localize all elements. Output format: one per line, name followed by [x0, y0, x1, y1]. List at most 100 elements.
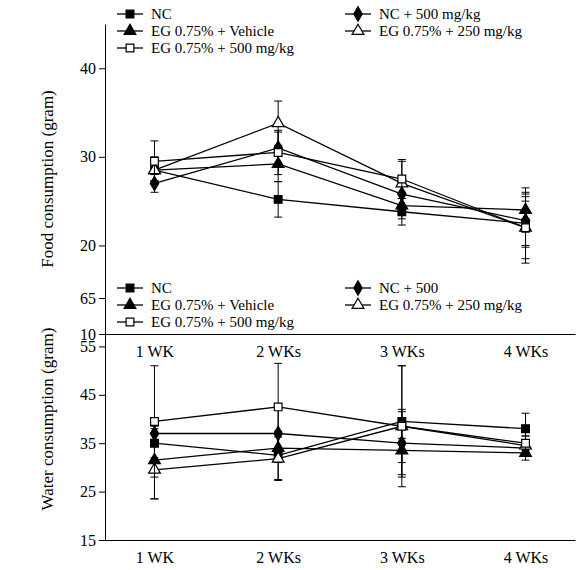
legend-label: NC + 500 mg/kg: [379, 6, 481, 22]
error-bar: [274, 182, 282, 217]
legend-label: NC + 500: [379, 280, 438, 296]
error-bar: [522, 436, 530, 451]
error-bar-cap: [522, 455, 530, 456]
legend-item: EG 0.75% + Vehicle: [117, 297, 274, 313]
series: [149, 101, 532, 263]
y-tick-label: 65: [80, 290, 96, 307]
series-line: [154, 170, 525, 223]
y-tick-label: 55: [80, 338, 96, 355]
y-tick-mark: [99, 157, 105, 158]
series-line: [154, 448, 525, 460]
y-tick-mark: [99, 395, 105, 396]
y-axis-line: [105, 25, 106, 335]
y-tick: 15: [80, 532, 105, 549]
y-tick-label: 25: [80, 483, 96, 500]
series: [150, 366, 529, 480]
error-bar: [522, 192, 530, 263]
legend-item: EG 0.75% + 250 mg/kg: [345, 297, 523, 313]
y-tick-mark: [99, 492, 105, 493]
point: [272, 452, 284, 462]
legend-label: EG 0.75% + 500 mg/kg: [151, 314, 295, 330]
series-line: [154, 421, 525, 455]
y-axis: 10203040: [80, 25, 106, 343]
error-bar-cap: [150, 498, 158, 499]
error-bar: [274, 130, 282, 174]
x-tick-label: 3 WKs: [380, 549, 425, 566]
legend-label: EG 0.75% + 500 mg/kg: [151, 40, 295, 56]
legend-label: EG 0.75% + Vehicle: [151, 297, 274, 313]
legend-marker: [124, 24, 136, 34]
error-bar-cap: [274, 217, 282, 218]
legend-item: EG 0.75% + 250 mg/kg: [345, 23, 523, 39]
error-bar-cap: [398, 205, 406, 206]
point: [274, 149, 282, 157]
legend-item: EG 0.75% + 500 mg/kg: [117, 314, 295, 330]
y-axis-line: [105, 299, 106, 541]
plot-area: [149, 101, 532, 263]
point: [274, 403, 282, 411]
x-axis: 1 WK2 WKs3 WKs4 WKs: [106, 540, 576, 566]
error-bar-cap: [522, 192, 530, 193]
y-tick-mark: [99, 346, 105, 347]
y-tick-mark: [99, 540, 105, 541]
series: [149, 366, 532, 499]
point: [398, 422, 406, 430]
error-bar-cap: [398, 159, 406, 160]
x-tick: 4 WKs: [504, 540, 549, 566]
legend-item: NC: [117, 6, 172, 22]
series: [150, 409, 529, 474]
error-bar: [150, 366, 158, 477]
point: [151, 157, 159, 165]
error-bar: [274, 363, 282, 450]
series: [150, 363, 529, 477]
error-bar-cap: [398, 198, 406, 199]
plot-area: [149, 363, 532, 499]
x-tick-label: 3 WKs: [380, 343, 425, 360]
error-bar-cap: [274, 480, 282, 481]
legend-marker: [124, 298, 136, 308]
x-tick-label: 4 WKs: [504, 549, 549, 566]
y-tick-label: 20: [80, 237, 96, 254]
figure: 10203040 1 WK 2 WKs 3 WKs 4 WKs Food consumpt…: [0, 0, 582, 570]
legend-label: EG 0.75% + Vehicle: [151, 23, 274, 39]
error-bar-cap: [150, 192, 158, 193]
legend-item: EG 0.75% + Vehicle: [117, 23, 274, 39]
point: [522, 425, 530, 433]
series-line: [154, 148, 525, 221]
error-bar-cap: [274, 450, 282, 451]
error-bar-cap: [522, 450, 530, 451]
y-tick-mark: [99, 68, 105, 69]
y-axis-title: Water consumption (gram): [38, 328, 57, 511]
error-bar-cap: [522, 460, 530, 461]
error-bar: [150, 141, 158, 182]
x-tick: 3 WKs: [380, 334, 425, 360]
x-tick-label: 1 WK: [136, 343, 175, 360]
error-bar-cap: [522, 263, 530, 264]
legend-marker: [354, 281, 362, 295]
y-tick: 45: [80, 386, 105, 403]
x-tick-label: 2 WKs: [256, 343, 301, 360]
error-bar-cap: [274, 181, 282, 182]
y-tick-mark: [99, 334, 105, 335]
error-bar-cap: [274, 181, 282, 182]
error-bar-cap: [522, 435, 530, 436]
y-tick: 35: [80, 435, 105, 452]
legend-item: NC: [117, 280, 172, 296]
error-bar-cap: [398, 409, 406, 410]
error-bar-cap: [522, 435, 530, 436]
error-bar-cap: [150, 140, 158, 141]
error-bar-cap: [150, 365, 158, 366]
error-bar-cap: [398, 198, 406, 199]
series: [150, 132, 529, 247]
legend-marker: [352, 24, 364, 34]
chart: 102030401 WK2 WKs3 WKs4 WKsFood consumpt…: [38, 6, 576, 360]
series: [149, 421, 532, 498]
y-tick-label: 40: [80, 60, 96, 77]
y-tick-label: 15: [80, 532, 96, 549]
y-axis-title: Food consumption (gram): [38, 90, 57, 268]
series-line: [154, 164, 525, 210]
legend-item: NC + 500 mg/kg: [345, 6, 481, 22]
legend-label: EG 0.75% + 250 mg/kg: [379, 23, 523, 39]
point: [522, 439, 530, 447]
error-bar: [522, 436, 530, 455]
